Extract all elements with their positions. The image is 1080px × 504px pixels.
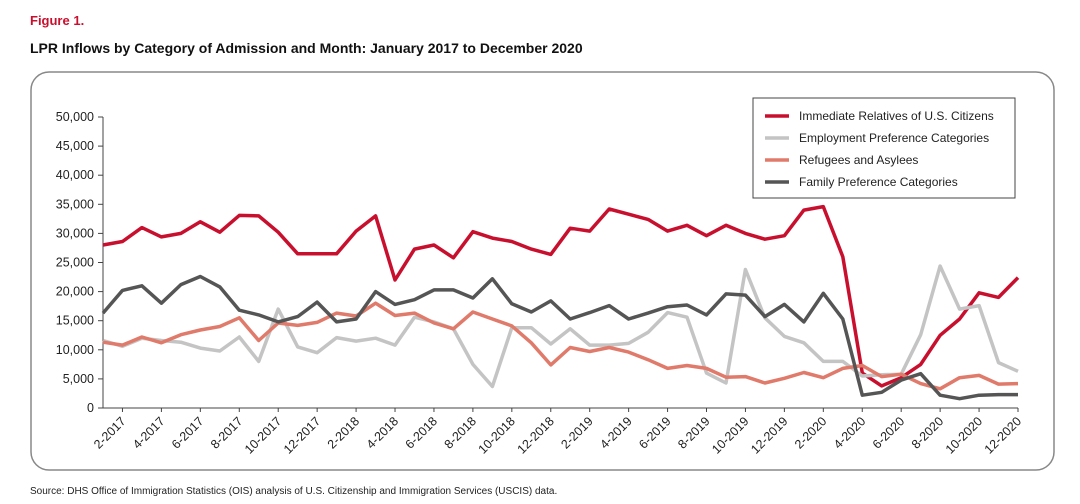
x-tick-label: 12-2019 [748, 414, 790, 456]
series-line [102, 264, 1019, 389]
x-tick-label: 4-2018 [364, 414, 401, 451]
x-tick-label: 10-2018 [476, 414, 518, 456]
x-tick-label: 6-2020 [870, 414, 907, 451]
x-tick-label: 2-2018 [325, 414, 362, 451]
legend-label: Refugees and Asylees [799, 153, 918, 167]
x-tick-label: 8-2019 [675, 414, 712, 451]
x-tick-label: 10-2020 [943, 414, 985, 456]
legend-label: Family Preference Categories [799, 175, 958, 189]
y-tick-label: 35,000 [56, 197, 94, 211]
figure-label: Figure 1. [30, 13, 84, 28]
x-tick-label: 8-2017 [208, 414, 245, 451]
x-tick-label: 10-2019 [709, 414, 751, 456]
legend-label: Employment Preference Categories [799, 131, 989, 145]
frame [30, 71, 1055, 471]
series-line [102, 204, 1020, 388]
x-tick-label: 4-2019 [597, 414, 634, 451]
chart-title: LPR Inflows by Category of Admission and… [30, 40, 583, 56]
legend-box [752, 97, 1016, 199]
x-tick-label: 2-2020 [792, 414, 829, 451]
y-tick-label: 20,000 [56, 285, 94, 299]
series-line [102, 301, 1019, 391]
y-tick-label: 5,000 [63, 372, 94, 386]
x-tick-label: 10-2017 [242, 414, 284, 456]
x-tick-label: 2-2019 [558, 414, 595, 451]
x-tick-label: 4-2017 [130, 414, 167, 451]
y-tick-label: 15,000 [56, 314, 94, 328]
x-tick-label: 12-2018 [515, 414, 557, 456]
y-tick-label: 0 [87, 401, 94, 415]
x-tick-label: 12-2017 [281, 414, 323, 456]
y-tick-label: 30,000 [56, 226, 94, 240]
x-tick-label: 8-2018 [442, 414, 479, 451]
x-tick-label: 6-2019 [636, 414, 673, 451]
x-tick-label: 8-2020 [909, 414, 946, 451]
x-tick-label: 4-2020 [831, 414, 868, 451]
y-tick-label: 40,000 [56, 168, 94, 182]
y-tick-label: 25,000 [56, 256, 94, 270]
x-tick-label: 6-2018 [403, 414, 440, 451]
y-tick-label: 10,000 [56, 343, 94, 357]
y-tick-label: 45,000 [56, 139, 94, 153]
source: Source: DHS Office of Immigration Statis… [30, 486, 557, 497]
legend-label: Immediate Relatives of U.S. Citizens [799, 109, 994, 123]
y-tick-label: 50,000 [56, 110, 94, 124]
x-tick-label: 12-2020 [982, 414, 1024, 456]
x-tick-label: 6-2017 [169, 414, 206, 451]
series-line [101, 274, 1018, 401]
x-tick-label: 2-2017 [91, 414, 128, 451]
